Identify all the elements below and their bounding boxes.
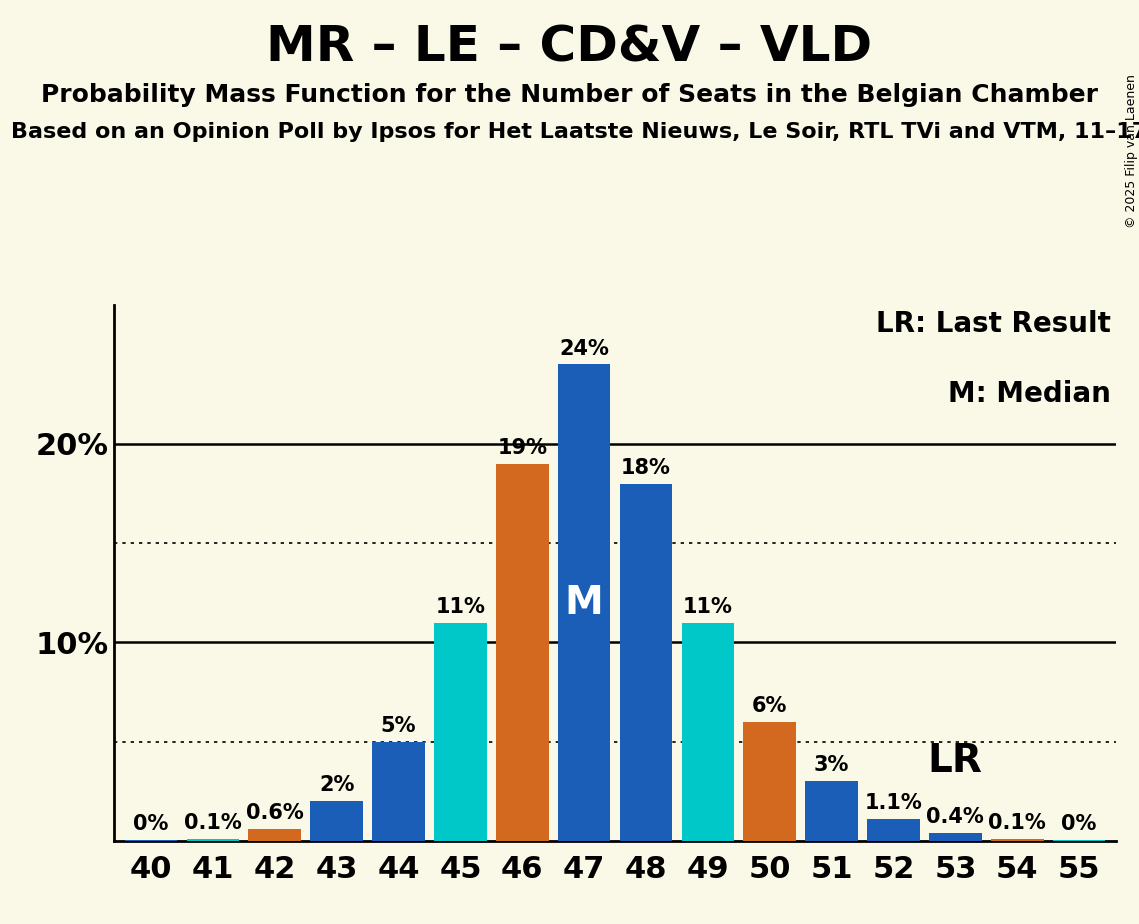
Text: 0.1%: 0.1% xyxy=(185,813,241,833)
Bar xyxy=(867,819,920,841)
Text: Based on an Opinion Poll by Ipsos for Het Laatste Nieuws, Le Soir, RTL TVi and V: Based on an Opinion Poll by Ipsos for He… xyxy=(11,122,1139,142)
Bar xyxy=(991,839,1043,841)
Text: 0.1%: 0.1% xyxy=(989,813,1046,833)
Text: 0%: 0% xyxy=(1062,814,1097,833)
Bar xyxy=(929,833,982,841)
Bar xyxy=(805,782,858,841)
Text: 18%: 18% xyxy=(621,457,671,478)
Text: 1.1%: 1.1% xyxy=(865,793,923,813)
Bar xyxy=(125,840,178,841)
Text: MR – LE – CD&V – VLD: MR – LE – CD&V – VLD xyxy=(267,23,872,71)
Bar xyxy=(187,839,239,841)
Text: © 2025 Filip van Laenen: © 2025 Filip van Laenen xyxy=(1124,74,1138,228)
Text: 5%: 5% xyxy=(380,716,416,736)
Bar xyxy=(248,829,301,841)
Text: 3%: 3% xyxy=(814,755,850,775)
Text: 0%: 0% xyxy=(133,814,169,833)
Text: M: Median: M: Median xyxy=(949,380,1112,408)
Text: 19%: 19% xyxy=(498,438,547,457)
Text: 6%: 6% xyxy=(752,696,787,716)
Bar xyxy=(558,364,611,841)
Text: Probability Mass Function for the Number of Seats in the Belgian Chamber: Probability Mass Function for the Number… xyxy=(41,83,1098,107)
Text: 2%: 2% xyxy=(319,775,354,796)
Text: 11%: 11% xyxy=(683,597,732,616)
Text: 24%: 24% xyxy=(559,338,609,359)
Bar xyxy=(372,742,425,841)
Text: M: M xyxy=(565,584,604,622)
Text: 0.4%: 0.4% xyxy=(926,807,984,827)
Text: 0.6%: 0.6% xyxy=(246,803,304,823)
Bar xyxy=(434,623,486,841)
Bar xyxy=(620,483,672,841)
Text: LR: Last Result: LR: Last Result xyxy=(876,310,1112,338)
Text: 11%: 11% xyxy=(435,597,485,616)
Bar xyxy=(681,623,735,841)
Text: LR: LR xyxy=(927,743,982,781)
Bar xyxy=(310,801,363,841)
Bar xyxy=(1052,840,1105,841)
Bar xyxy=(744,722,796,841)
Bar xyxy=(495,464,549,841)
